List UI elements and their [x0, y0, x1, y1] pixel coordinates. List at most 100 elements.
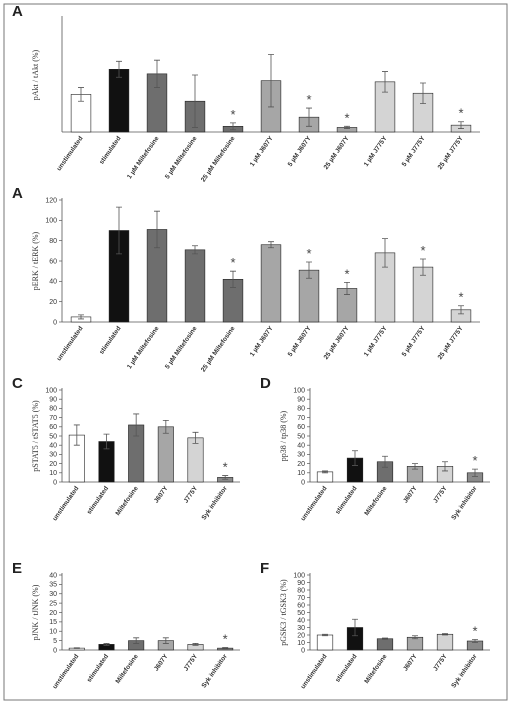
panel-letter: E [12, 560, 22, 577]
bar [376, 638, 394, 651]
x-tick-label: 1 µM Miltefosine [126, 135, 161, 181]
y-tick-label: 5 [53, 638, 57, 645]
x-tick-label: 1 µM Miltefosine [126, 325, 161, 371]
y-tick-label: 100 [45, 387, 57, 394]
x-tick-label: Miltefosine [115, 485, 140, 517]
y-axis-label: pAkt / tAkt (%) [31, 49, 40, 100]
error-bar [382, 637, 388, 640]
panel-letter: C [12, 375, 23, 392]
error-bar [268, 241, 274, 249]
x-tick-label: 25 µM J607Y [323, 325, 351, 361]
x-tick-label: 5 µM Miltefosine [164, 135, 199, 181]
error-bar [116, 60, 122, 78]
y-tick-label: 40 [297, 617, 305, 624]
x-tick-label: Syk inhibitor [450, 653, 479, 690]
panel-letter: A [12, 185, 23, 202]
x-tick-label: 5 µM J775Y [401, 325, 427, 358]
x-tick-label: unstimulated [52, 485, 81, 522]
panel-letter: F [260, 560, 269, 577]
frame [3, 3, 508, 701]
x-tick-label: stimulated [86, 485, 110, 516]
significance-mark: * [472, 624, 477, 639]
x-tick-label: unstimulated [300, 485, 329, 522]
x-tick-label: 5 µM J607Y [287, 135, 313, 168]
y-tick-label: 80 [297, 406, 305, 413]
bar [157, 426, 174, 483]
y-tick-label: 30 [297, 452, 305, 459]
y-tick-label: 50 [49, 433, 57, 440]
error-bar [352, 618, 358, 637]
y-tick-label: 0 [53, 319, 57, 326]
x-tick-label: J607Y [402, 485, 419, 505]
x-tick-label: 25 µM J607Y [323, 135, 351, 171]
error-bar [192, 245, 198, 255]
x-tick-label: 1 µM J607Y [249, 325, 275, 358]
y-tick-label: 50 [297, 610, 305, 617]
y-tick-label: 40 [49, 443, 57, 450]
x-tick-label: J775Y [432, 485, 449, 505]
error-bar [192, 74, 198, 128]
y-tick-label: 10 [297, 640, 305, 647]
y-tick-label: 20 [297, 632, 305, 639]
error-bar [382, 455, 388, 468]
y-axis-label: pERK / tERK (%) [31, 231, 40, 290]
y-tick-label: 40 [49, 572, 57, 579]
y-tick-label: 70 [49, 415, 57, 422]
error-bar [412, 463, 418, 470]
x-tick-label: J607Y [402, 653, 419, 673]
error-bar [103, 433, 110, 450]
x-tick-label: unstimulated [300, 653, 329, 690]
error-bar [192, 431, 199, 444]
significance-mark: * [223, 460, 228, 475]
panel-letter: D [260, 375, 271, 392]
error-bar [268, 54, 274, 108]
error-bar [344, 125, 350, 129]
x-tick-label: J607Y [153, 653, 170, 673]
y-tick-label: 100 [293, 387, 305, 394]
x-tick-label: 1 µM J775Y [363, 325, 389, 358]
y-tick-label: 40 [297, 443, 305, 450]
error-bar [458, 305, 464, 315]
error-bar [154, 210, 160, 249]
error-bar [78, 314, 84, 320]
y-tick-label: 0 [301, 479, 305, 486]
y-tick-label: 35 [49, 582, 57, 589]
error-bar [133, 413, 140, 437]
x-tick-label: J775Y [183, 485, 200, 505]
y-tick-label: 20 [49, 461, 57, 468]
bar [108, 69, 130, 133]
x-tick-label: unstimulated [56, 135, 85, 172]
y-axis-label: pGSK3 / tGSK3 (%) [279, 579, 288, 646]
significance-mark: * [344, 266, 349, 281]
significance-mark: * [306, 92, 311, 107]
error-bar [103, 643, 110, 646]
error-bar [78, 87, 84, 102]
x-tick-label: stimulated [98, 135, 122, 166]
y-tick-label: 30 [297, 625, 305, 632]
y-tick-label: 60 [297, 602, 305, 609]
error-bar [382, 71, 388, 93]
error-bar [412, 635, 418, 640]
y-tick-label: 60 [297, 424, 305, 431]
x-tick-label: 25 µM J775Y [437, 325, 465, 361]
bar [184, 249, 206, 323]
error-bar [116, 206, 122, 255]
bar [406, 636, 424, 651]
error-bar [230, 270, 236, 288]
y-axis-label: pSTAT5 / tSTAT5 (%) [31, 400, 40, 472]
significance-mark: * [306, 246, 311, 261]
y-tick-label: 25 [49, 600, 57, 607]
x-tick-label: stimulated [334, 653, 358, 684]
panel-letter: A [12, 3, 23, 20]
significance-mark: * [223, 632, 228, 647]
error-bar [73, 647, 80, 649]
x-tick-label: 25 µM Miltefosine [200, 325, 237, 374]
x-tick-label: 5 µM Miltefosine [164, 325, 199, 371]
y-tick-label: 80 [297, 587, 305, 594]
y-tick-label: 10 [297, 470, 305, 477]
significance-mark: * [230, 255, 235, 270]
y-tick-label: 20 [297, 461, 305, 468]
y-axis-label: pp38 / tp38 (%) [279, 410, 288, 461]
x-tick-label: 5 µM J775Y [401, 135, 427, 168]
y-tick-label: 0 [53, 479, 57, 486]
